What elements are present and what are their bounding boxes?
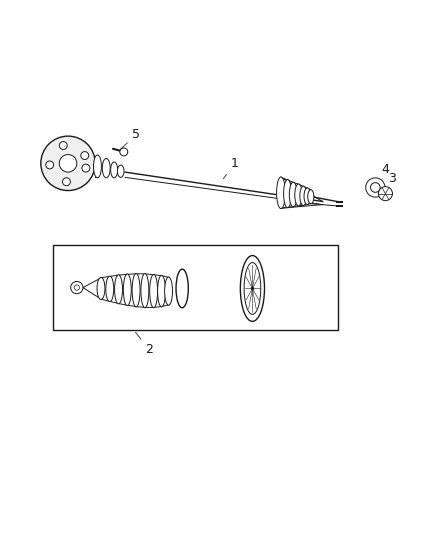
Ellipse shape — [176, 269, 188, 308]
Circle shape — [59, 142, 67, 149]
Ellipse shape — [299, 186, 306, 206]
Circle shape — [365, 178, 384, 197]
Circle shape — [59, 155, 77, 172]
Circle shape — [120, 148, 127, 156]
Ellipse shape — [289, 182, 297, 207]
Circle shape — [81, 151, 88, 159]
Ellipse shape — [141, 273, 148, 308]
Circle shape — [378, 187, 392, 200]
Ellipse shape — [102, 158, 110, 178]
Ellipse shape — [294, 184, 301, 206]
Ellipse shape — [132, 273, 140, 307]
Circle shape — [46, 161, 53, 169]
Ellipse shape — [117, 165, 124, 177]
Circle shape — [41, 136, 95, 191]
Ellipse shape — [307, 190, 313, 204]
Ellipse shape — [164, 277, 172, 305]
Ellipse shape — [283, 180, 291, 208]
Ellipse shape — [157, 275, 165, 307]
Ellipse shape — [93, 155, 101, 178]
Circle shape — [62, 177, 70, 185]
Text: 5: 5 — [120, 128, 140, 149]
Bar — [53, 245, 337, 330]
Ellipse shape — [110, 162, 117, 178]
Ellipse shape — [106, 276, 113, 302]
Ellipse shape — [123, 274, 131, 305]
Text: 1: 1 — [223, 157, 238, 179]
Text: 3: 3 — [385, 172, 395, 191]
Ellipse shape — [240, 255, 264, 321]
Text: 4: 4 — [376, 164, 389, 185]
Ellipse shape — [244, 263, 260, 314]
Text: 2: 2 — [135, 333, 153, 357]
Ellipse shape — [114, 275, 122, 304]
Ellipse shape — [303, 188, 310, 205]
Ellipse shape — [97, 278, 105, 300]
Ellipse shape — [149, 274, 157, 308]
Circle shape — [82, 164, 90, 172]
Ellipse shape — [276, 177, 285, 208]
Circle shape — [71, 281, 83, 294]
